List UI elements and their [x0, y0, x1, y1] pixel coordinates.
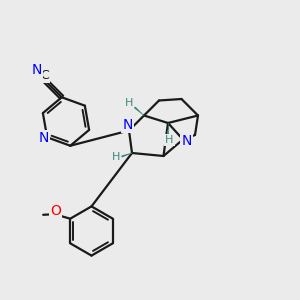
Text: H: H: [125, 98, 133, 108]
Text: C: C: [40, 69, 49, 82]
Text: N: N: [32, 63, 42, 77]
Text: H: H: [112, 152, 121, 163]
Text: O: O: [50, 204, 61, 218]
Text: H: H: [165, 135, 174, 145]
Text: N: N: [182, 134, 192, 148]
Text: N: N: [122, 118, 133, 132]
Text: N: N: [39, 131, 49, 145]
